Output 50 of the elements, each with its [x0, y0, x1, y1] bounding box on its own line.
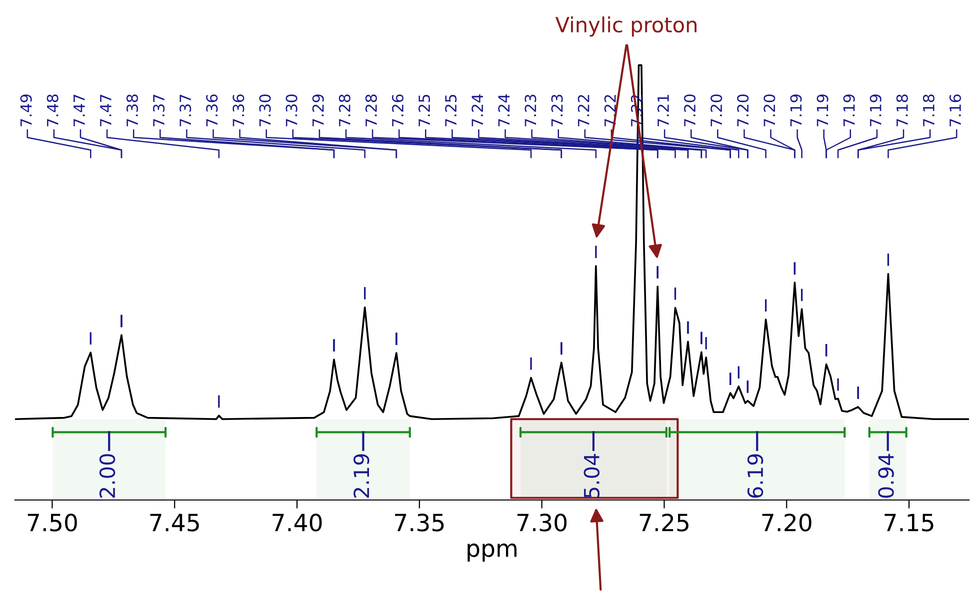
x-tick-label: 7.20 — [762, 514, 812, 532]
annotation: 7.24 — [472, 94, 483, 126]
annotation: 7.25 — [418, 94, 430, 126]
x-tick-label: 7.40 — [272, 514, 322, 532]
x-tick-label: 7.45 — [150, 514, 199, 532]
annotation: 7.19 — [843, 94, 855, 126]
band-label: 2.00 — [99, 454, 116, 498]
annotation: 7.24 — [498, 94, 510, 126]
x-axis-title: ppm — [468, 544, 516, 562]
band-label: 0.94 — [878, 454, 894, 498]
x-tick-label: 7.15 — [884, 514, 934, 532]
annotation: 7.19 — [870, 94, 882, 126]
annotation: 7.20 — [764, 94, 776, 126]
annotation: 7.18 — [896, 94, 908, 126]
annotation: 7.23 — [524, 94, 536, 126]
annotation: 7.36 — [232, 94, 244, 126]
band-label: 6.19 — [747, 454, 764, 498]
annotation: 7.23 — [551, 94, 563, 126]
annotation: 7.20 — [710, 94, 722, 126]
annotation: 7.20 — [684, 94, 696, 126]
annotation: 7.30 — [259, 94, 271, 126]
annotation: 7.25 — [445, 94, 457, 126]
annotation: 7.22 — [604, 95, 616, 126]
annotation: 7.22 — [578, 95, 590, 126]
x-tick-label: 7.35 — [395, 514, 444, 532]
annotation: 7.28 — [338, 94, 350, 126]
annotation: 7.19 — [816, 94, 828, 126]
annotation: 7.18 — [922, 94, 934, 126]
annotation: 7.20 — [737, 94, 749, 126]
annotation: 7.37 — [153, 94, 165, 126]
annotation: 7.19 — [790, 94, 802, 126]
band-label: 2.19 — [354, 454, 370, 498]
x-tick-label: 7.30 — [517, 514, 567, 532]
text: Vinylic proton — [555, 16, 696, 37]
x-tick-label: 7.50 — [28, 514, 77, 532]
annotation: 7.48 — [46, 94, 58, 126]
annotation: 7.36 — [206, 94, 218, 126]
annotation: 7.21 — [657, 94, 669, 126]
band-label: 5.04 — [584, 454, 600, 498]
annotation: 7.29 — [312, 94, 324, 126]
annotation: 7.38 — [126, 94, 138, 126]
annotation: 7.47 — [100, 94, 112, 126]
annotation: 7.26 — [392, 94, 404, 126]
annotation: 7.30 — [286, 94, 298, 126]
annotation: 7.37 — [180, 94, 192, 126]
annotation: 7.16 — [949, 94, 962, 126]
x-tick-label: 7.25 — [640, 514, 688, 532]
annotation: 7.49 — [20, 94, 32, 126]
annotation: 7.28 — [365, 94, 377, 126]
annotation: 7.47 — [74, 94, 85, 126]
